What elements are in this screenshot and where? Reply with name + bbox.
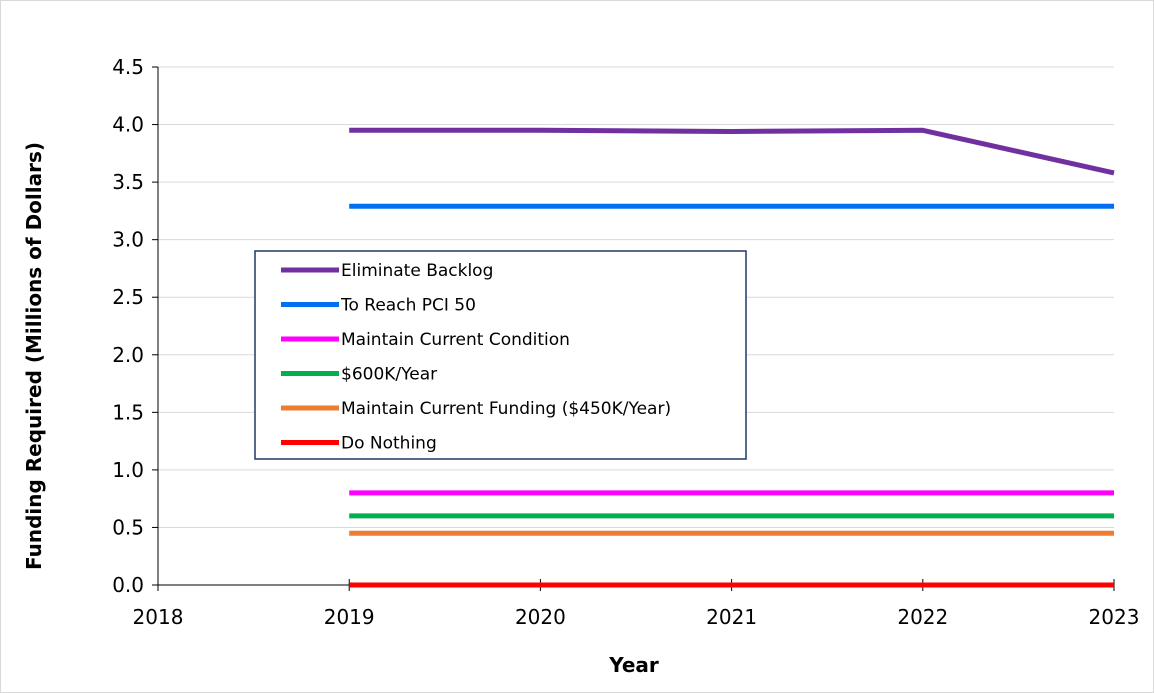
x-tick-label: 2019 [324,605,375,629]
x-tick-label: 2021 [706,605,757,629]
series-line-0 [349,127,1115,176]
y-tick-label: 3.0 [112,228,144,252]
y-tick-label: 1.5 [112,400,144,424]
x-tick-label: 2018 [133,605,184,629]
x-tick-label: 2023 [1089,605,1140,629]
y-tick-labels: 0.0 0.5 1.0 1.5 2.0 2.5 3.0 3.5 4.0 4.5 [112,55,144,597]
x-tick-labels: 2018 2019 2020 2021 2022 2023 [133,605,1140,629]
legend-label-2: Maintain Current Condition [341,330,570,350]
gridlines [158,66,1114,528]
y-tick-label: 4.5 [112,55,144,79]
legend-label-3: $600K/Year [341,365,437,385]
legend-label-0: Eliminate Backlog [341,261,493,281]
y-axis-title: Funding Required (Millions of Dollars) [22,142,46,570]
legend-label-5: Do Nothing [341,434,437,454]
legend: Eliminate Backlog To Reach PCI 50 Maintain… [254,250,747,460]
y-tick-label: 3.5 [112,170,144,194]
y-tick-label: 0.5 [112,515,144,539]
x-axis-title: Year [608,653,659,677]
x-tick-label: 2020 [515,605,566,629]
legend-label-1: To Reach PCI 50 [340,296,476,316]
y-tick-label: 2.5 [112,285,144,309]
y-tick-label: 0.0 [112,573,144,597]
legend-label-4: Maintain Current Funding ($450K/Year) [341,399,671,419]
y-tick-label: 2.0 [112,343,144,367]
y-tick-label: 1.0 [112,458,144,482]
series-lines [349,127,1115,588]
legend-box [254,250,747,460]
y-tick-label: 4.0 [112,113,144,137]
x-tick-label: 2022 [897,605,948,629]
